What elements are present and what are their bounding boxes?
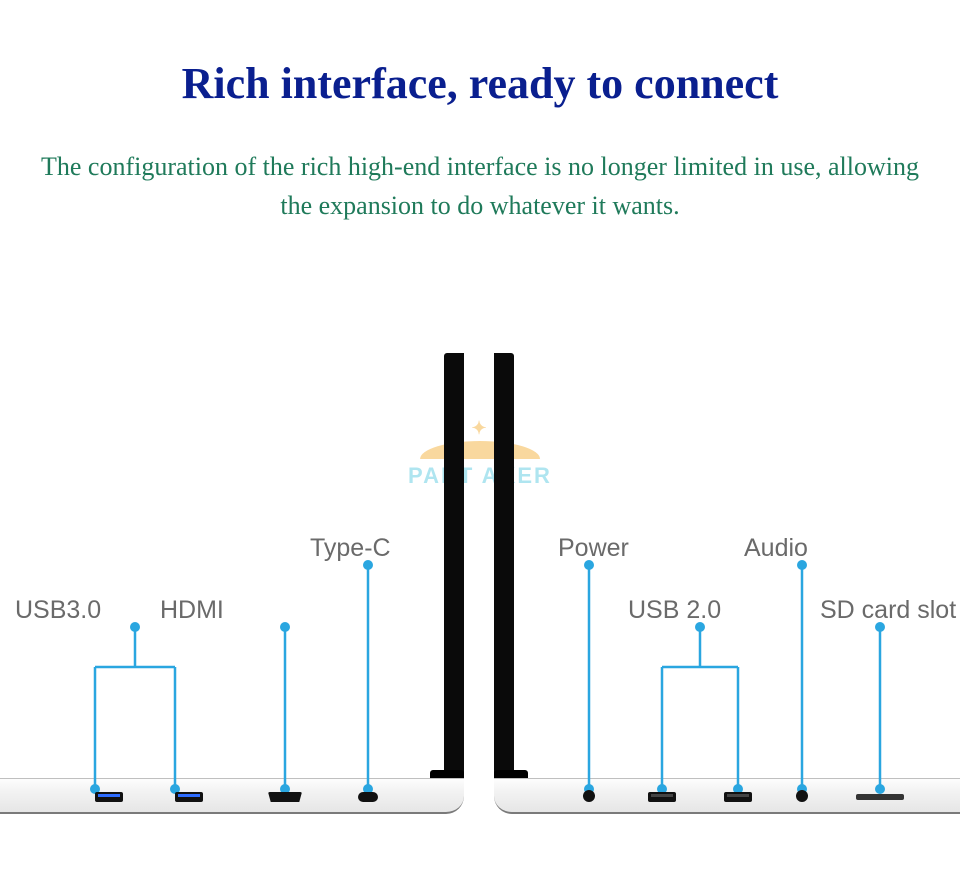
page-subtitle: The configuration of the rich high-end i… [0, 147, 960, 225]
label-audio: Audio [744, 534, 808, 563]
partaker-watermark: ✦ PART AKER [408, 418, 552, 489]
label-usb20a: USB 2.0 [628, 596, 721, 625]
port-usb20b [724, 792, 752, 802]
port-power [583, 790, 595, 802]
laptop-screen-right [494, 353, 514, 783]
port-typec [358, 792, 378, 802]
label-hdmi: HDMI [160, 596, 224, 625]
label-typec: Type-C [310, 534, 391, 563]
watermark-arc-icon [420, 441, 540, 459]
laptop-base-left [0, 778, 464, 814]
port-sd [856, 794, 904, 800]
port-usb30 [95, 792, 123, 802]
watermark-star-icon: ✦ [408, 418, 552, 439]
page-title: Rich interface, ready to connect [0, 58, 960, 109]
interface-diagram: ✦ PART AKER USB3.0 HDMI Type-C Power USB 2.0… [0, 338, 960, 879]
label-power: Power [558, 534, 629, 563]
label-usb30: USB3.0 [15, 596, 101, 625]
port-usb20a [648, 792, 676, 802]
label-sd: SD card slot [820, 596, 956, 625]
port-audio [796, 790, 808, 802]
port-usb30b [175, 792, 203, 802]
laptop-screen-left [444, 353, 464, 783]
port-hdmi [268, 792, 302, 802]
watermark-text: PART AKER [408, 463, 552, 488]
